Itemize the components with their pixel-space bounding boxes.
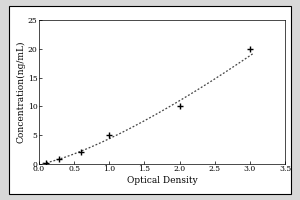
Y-axis label: Concentration(ng/mL): Concentration(ng/mL) <box>16 41 25 143</box>
X-axis label: Optical Density: Optical Density <box>127 176 197 185</box>
